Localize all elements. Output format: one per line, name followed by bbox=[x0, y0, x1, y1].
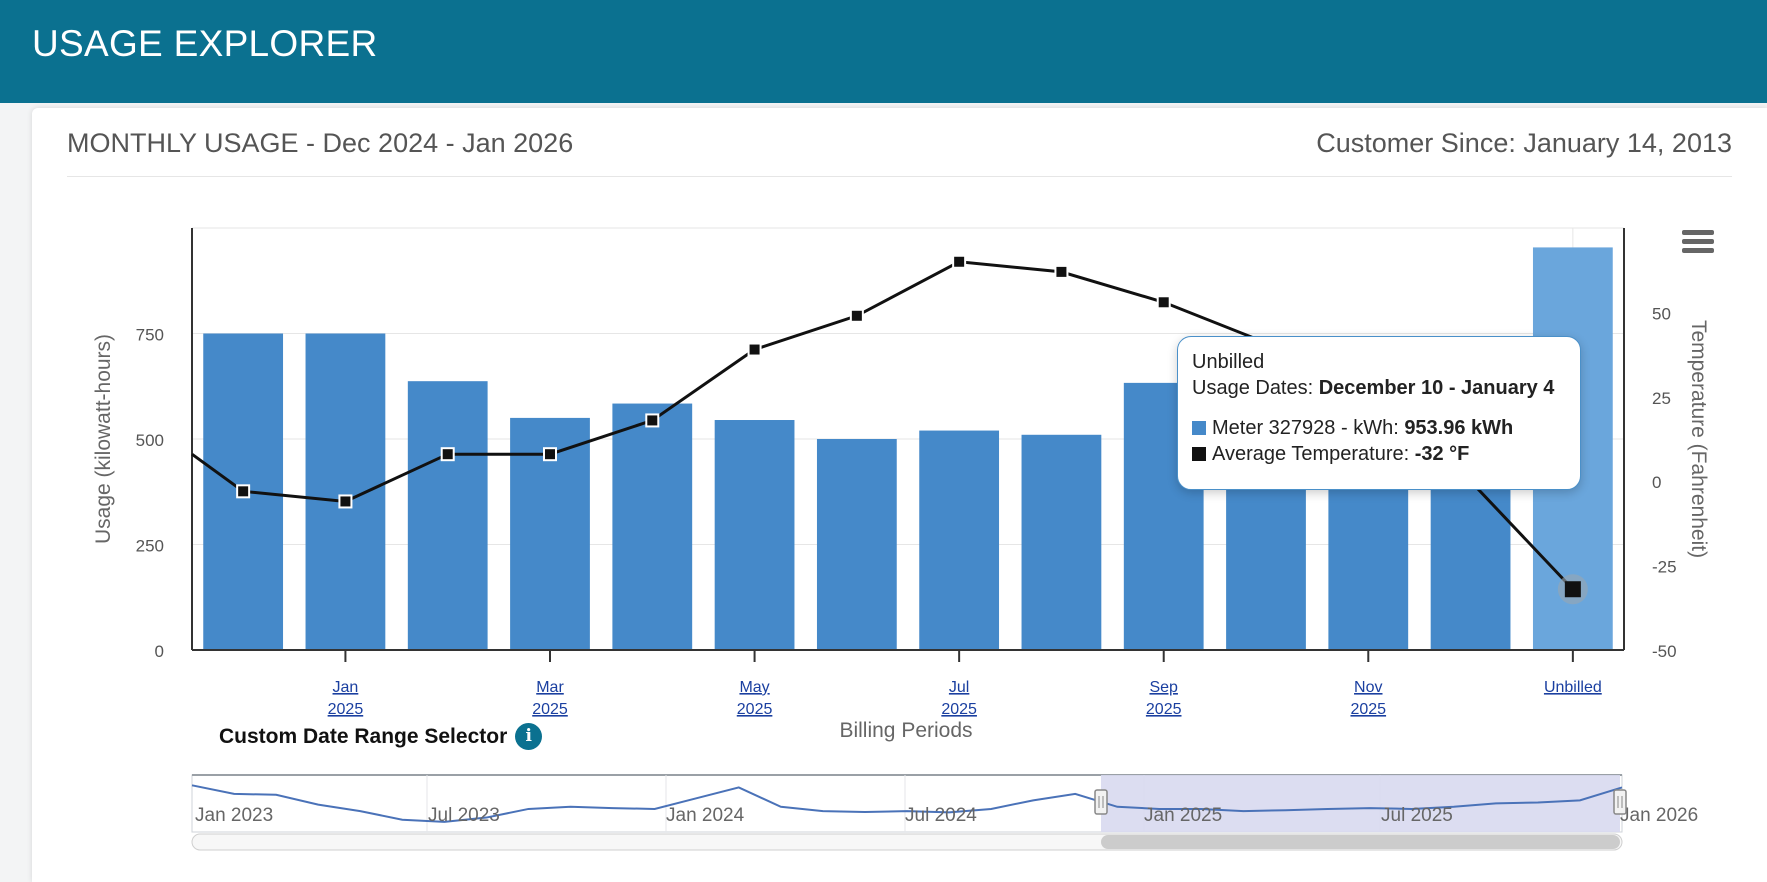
tooltip-meter-label: Meter 327928 - kWh: bbox=[1212, 417, 1405, 439]
y2-tick-label: -50 bbox=[1652, 642, 1677, 661]
chart-tooltip: Unbilled Usage Dates: December 10 - Janu… bbox=[1177, 336, 1581, 490]
x-tick-link-year[interactable]: 2025 bbox=[328, 701, 364, 718]
bar[interactable] bbox=[407, 381, 488, 650]
temperature-point[interactable] bbox=[1054, 264, 1069, 279]
temperature-point[interactable] bbox=[747, 342, 762, 357]
custom-date-range-selector[interactable]: Custom Date Range Selector i bbox=[219, 723, 543, 750]
navigator-label: Jul 2024 bbox=[905, 805, 977, 826]
x-tick-link-year[interactable]: 2025 bbox=[737, 701, 773, 718]
temperature-point[interactable] bbox=[338, 494, 353, 509]
bar[interactable] bbox=[1021, 434, 1102, 650]
y-tick-label: 250 bbox=[136, 537, 164, 556]
navigator-label: Jul 2023 bbox=[428, 805, 500, 826]
temperature-point[interactable] bbox=[543, 447, 557, 462]
y-axis-title: Usage (kilowatt-hours) bbox=[92, 334, 115, 544]
temperature-point[interactable] bbox=[1156, 295, 1171, 310]
x-tick-link-year[interactable]: 2025 bbox=[532, 701, 568, 718]
temperature-point[interactable] bbox=[952, 254, 967, 269]
y2-tick-label: 25 bbox=[1652, 389, 1671, 408]
tooltip-dates-value: December 10 - January 4 bbox=[1318, 377, 1555, 399]
meter-legend-square-icon bbox=[1192, 421, 1206, 435]
bar[interactable] bbox=[612, 403, 693, 650]
navigator-label: Jan 2026 bbox=[1620, 805, 1698, 826]
tooltip-meter: Meter 327928 - kWh: 953.96 kWh bbox=[1192, 415, 1566, 441]
bar[interactable] bbox=[919, 430, 1000, 650]
tooltip-dates: Usage Dates: December 10 - January 4 bbox=[1192, 375, 1566, 401]
hamburger-menu-icon-bar bbox=[1682, 248, 1714, 253]
tooltip-temp-value: -32 °F bbox=[1414, 443, 1470, 465]
navigator-right-handle[interactable] bbox=[1613, 789, 1627, 815]
chart-menu-button[interactable] bbox=[1682, 230, 1714, 258]
bar[interactable] bbox=[714, 420, 795, 650]
bar[interactable] bbox=[305, 333, 386, 651]
customer-since: Customer Since: January 14, 2013 bbox=[1316, 128, 1732, 158]
y2-axis-title: Temperature (Fahrenheit) bbox=[1687, 320, 1710, 558]
temperature-point[interactable] bbox=[236, 484, 251, 499]
temperature-legend-square-icon bbox=[1192, 447, 1206, 461]
tooltip-temp-label: Average Temperature: bbox=[1212, 443, 1415, 465]
date-range-label: Custom Date Range Selector bbox=[219, 724, 508, 748]
navigator-left-handle[interactable] bbox=[1094, 789, 1108, 815]
y-tick-label: 0 bbox=[155, 642, 164, 661]
bar[interactable] bbox=[816, 439, 897, 650]
title-divider bbox=[67, 176, 1732, 177]
navigator-label: Jan 2025 bbox=[1144, 805, 1222, 826]
info-icon[interactable]: i bbox=[515, 723, 543, 750]
app-title: USAGE EXPLORER bbox=[32, 23, 378, 64]
x-tick-link-year[interactable]: 2025 bbox=[941, 701, 977, 718]
y-tick-label: 750 bbox=[136, 326, 164, 345]
x-tick-link[interactable]: Nov bbox=[1354, 679, 1382, 696]
temperature-point[interactable] bbox=[1564, 581, 1581, 598]
tooltip-title: Unbilled bbox=[1192, 351, 1265, 373]
x-tick-link[interactable]: Jan bbox=[333, 679, 359, 696]
x-tick-link[interactable]: Unbilled bbox=[1544, 679, 1602, 696]
tooltip-meter-value: 953.96 kWh bbox=[1404, 417, 1514, 439]
navigator-label: Jan 2023 bbox=[195, 805, 273, 826]
x-tick-link-year[interactable]: 2025 bbox=[1146, 701, 1182, 718]
temperature-point[interactable] bbox=[849, 308, 864, 323]
tooltip-temperature: Average Temperature: -32 °F bbox=[1192, 441, 1566, 467]
y-tick-label: 500 bbox=[136, 431, 164, 450]
x-tick-link-year[interactable]: 2025 bbox=[1350, 701, 1386, 718]
navigator-scrollbar-thumb[interactable] bbox=[1101, 835, 1620, 849]
y2-tick-label: -25 bbox=[1652, 558, 1677, 577]
x-tick-link[interactable]: May bbox=[739, 679, 769, 696]
y2-tick-label: 0 bbox=[1652, 473, 1661, 492]
tooltip-dates-label: Usage Dates: bbox=[1192, 377, 1319, 399]
navigator-label: Jan 2024 bbox=[666, 805, 745, 826]
x-tick-link[interactable]: Jul bbox=[949, 679, 969, 696]
y2-tick-label: 50 bbox=[1652, 304, 1671, 323]
navigator-label: Jul 2025 bbox=[1381, 805, 1453, 826]
navigator-trend-line bbox=[191, 784, 1623, 823]
hamburger-menu-icon bbox=[1682, 230, 1714, 235]
hamburger-menu-icon-bar bbox=[1682, 239, 1714, 244]
temperature-point[interactable] bbox=[645, 413, 660, 428]
x-tick-link[interactable]: Sep bbox=[1149, 679, 1178, 696]
x-axis-title: Billing Periods bbox=[839, 719, 972, 742]
chart-title: MONTHLY USAGE - Dec 2024 - Jan 2026 bbox=[67, 128, 574, 158]
x-tick-link[interactable]: Mar bbox=[536, 679, 564, 696]
temperature-point[interactable] bbox=[440, 447, 455, 462]
app-header: USAGE EXPLORER bbox=[0, 0, 1767, 103]
